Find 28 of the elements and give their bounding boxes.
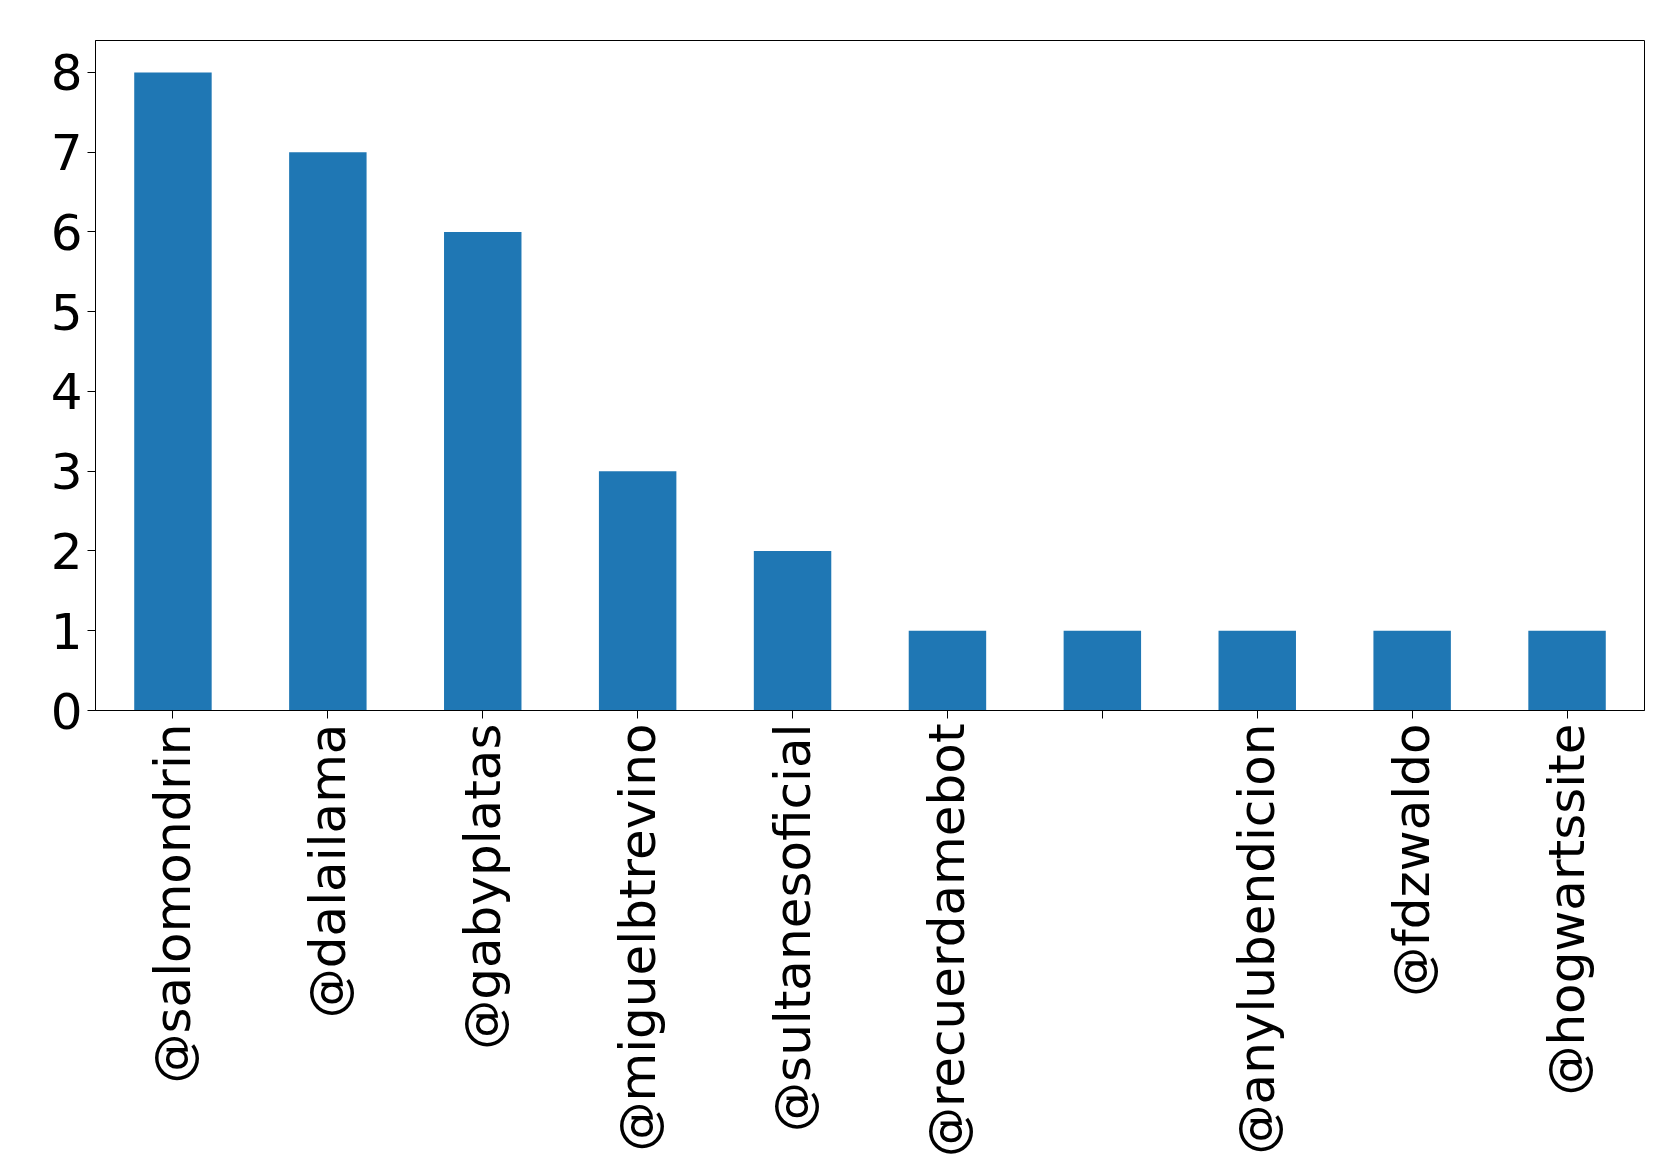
bar: [753, 550, 832, 711]
y-tick-label: 7: [50, 124, 83, 183]
y-tick-label: 4: [50, 363, 83, 422]
y-tick-label: 0: [50, 682, 83, 741]
y-tick-label: 5: [50, 283, 83, 342]
y-tick-label: 2: [50, 522, 83, 581]
x-tick-label: @recuerdamebot: [918, 723, 977, 1158]
y-tick-label: 8: [50, 44, 83, 103]
bar: [1373, 630, 1451, 711]
bar: [598, 471, 677, 711]
bar: [1063, 630, 1142, 711]
x-tick-label: @gabyplatas: [453, 723, 512, 1050]
x-tick-label: @fdzwaldo: [1383, 723, 1442, 997]
bar: [444, 231, 522, 711]
x-tick-label: @dalailama: [298, 723, 357, 1019]
x-tick-label: @hogwartssite: [1538, 723, 1597, 1096]
y-tick-label: 1: [50, 602, 83, 661]
bar: [1218, 630, 1296, 711]
x-tick-label: @miguelbtrevino: [608, 723, 667, 1152]
bar: [908, 630, 987, 711]
x-tick-label: @anylubendicion: [1228, 723, 1287, 1155]
bar: [1528, 630, 1606, 711]
x-tick-label: @salomondrin: [143, 723, 202, 1084]
x-tick-label: @sultanesoficial: [763, 723, 822, 1132]
y-tick-label: 3: [50, 443, 83, 502]
y-tick-label: 6: [50, 203, 83, 262]
bar: [134, 72, 212, 711]
bar: [289, 152, 367, 711]
